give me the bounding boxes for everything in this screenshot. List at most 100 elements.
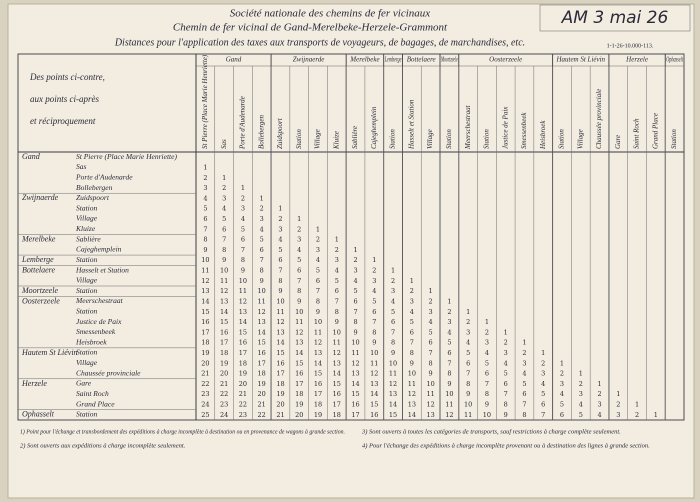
distance-cell: 3 — [260, 215, 264, 223]
column-header: Smessenbeek — [520, 112, 528, 149]
distance-cell: 1 — [335, 236, 339, 244]
distance-cell: 14 — [314, 359, 322, 367]
column-group: Herzele — [625, 56, 648, 64]
distance-cell: 18 — [314, 401, 322, 409]
distance-cell: 1 — [522, 339, 526, 347]
distance-cell: 16 — [239, 339, 247, 347]
distance-cell: 1 — [260, 194, 264, 202]
column-header: Sas — [220, 139, 228, 149]
distance-cell: 16 — [276, 359, 284, 367]
distance-cell: 19 — [276, 390, 284, 398]
distance-cell: 22 — [258, 411, 266, 419]
distance-cell: 7 — [522, 401, 526, 409]
row-stop: Kluize — [75, 224, 96, 233]
distance-cell: 1 — [579, 370, 583, 378]
distance-cell: 15 — [201, 308, 209, 316]
distance-cell: 4 — [241, 215, 245, 223]
distance-cell: 10 — [220, 267, 228, 275]
distance-cell: 12 — [389, 380, 397, 388]
distance-cell: 13 — [220, 297, 228, 305]
distance-cell: 7 — [278, 267, 282, 275]
column-header: Kluize — [332, 131, 340, 150]
distance-cell: 9 — [504, 411, 508, 419]
distance-cell: 17 — [201, 328, 209, 336]
distance-cell: 9 — [241, 267, 245, 275]
distance-cell: 13 — [295, 339, 303, 347]
distance-cell: 7 — [335, 297, 339, 305]
distance-cell: 10 — [445, 390, 453, 398]
distance-cell: 17 — [314, 390, 322, 398]
distance-cell: 1 — [203, 163, 207, 171]
distance-cell: 15 — [370, 401, 378, 409]
distance-cell: 7 — [541, 411, 545, 419]
distance-cell: 14 — [370, 390, 378, 398]
distance-cell: 2 — [316, 236, 320, 244]
distance-cell: 2 — [241, 194, 245, 202]
distance-cell: 8 — [372, 328, 376, 336]
distance-cell: 3 — [522, 359, 526, 367]
distance-cell: 2 — [616, 401, 620, 409]
distance-cell: 4 — [372, 287, 376, 295]
distance-cell: 12 — [408, 390, 416, 398]
distance-cell: 2 — [579, 380, 583, 388]
paper-sheet — [7, 3, 695, 499]
distance-cell: 4 — [504, 359, 508, 367]
row-stop: Cajeghemplein — [76, 245, 122, 254]
distance-cell: 13 — [276, 328, 284, 336]
distance-cell: 12 — [314, 339, 322, 347]
distance-cell: 14 — [276, 339, 284, 347]
distance-cell: 18 — [258, 370, 266, 378]
column-header: Meerschestraat — [464, 104, 472, 150]
distance-cell: 14 — [408, 411, 416, 419]
column-header: Village — [314, 129, 322, 149]
distance-cell: 7 — [466, 370, 470, 378]
distance-cell: 1 — [391, 267, 395, 275]
distance-cell: 3 — [241, 205, 245, 213]
distance-cell: 3 — [316, 246, 320, 254]
row-stop: St Pierre (Place Marie Henriette) — [76, 152, 177, 161]
row-stop: Gare — [76, 379, 92, 388]
row-group: Oosterzeele — [22, 296, 60, 305]
row-stop: Station — [76, 203, 98, 212]
distance-cell: 4 — [260, 225, 264, 233]
row-stop: Bollebergen — [76, 183, 113, 192]
distance-cell: 5 — [466, 349, 470, 357]
column-group: Bottelaere — [407, 56, 436, 64]
distance-cell: 6 — [504, 380, 508, 388]
distance-cell: 10 — [351, 339, 359, 347]
row-stop: Zuidspoort — [76, 193, 110, 202]
distance-cell: 23 — [201, 390, 209, 398]
distance-cell: 7 — [372, 318, 376, 326]
footnote: 2) Sont ouverts aux expéditions à charge… — [20, 442, 186, 449]
footnote: 3) Sont ouverts à toutes les catégories … — [361, 428, 621, 435]
column-header: Station — [670, 129, 678, 149]
distance-cell: 7 — [241, 246, 245, 254]
column-header: Station — [389, 129, 397, 149]
distance-cell: 5 — [372, 297, 376, 305]
row-group: Zwijnaerde — [22, 193, 59, 202]
distance-cell: 18 — [220, 349, 228, 357]
distance-cell: 21 — [258, 401, 266, 409]
distance-cell: 14 — [295, 349, 303, 357]
distance-cell: 18 — [239, 359, 247, 367]
column-header: St Pierre (Place Marie Henriette) — [201, 54, 209, 149]
distance-cell: 6 — [429, 339, 433, 347]
distance-cell: 14 — [333, 370, 341, 378]
distance-cell: 8 — [203, 236, 207, 244]
distance-cell: 12 — [220, 287, 228, 295]
distance-cell: 10 — [333, 328, 341, 336]
distance-cell: 4 — [429, 318, 433, 326]
distance-cell: 10 — [370, 349, 378, 357]
distance-cell: 5 — [297, 256, 301, 264]
distance-cell: 13 — [201, 287, 209, 295]
distance-cell: 2 — [447, 308, 451, 316]
column-header: Village — [576, 129, 584, 149]
distance-cell: 4 — [485, 349, 489, 357]
distance-cell: 3 — [485, 339, 489, 347]
row-stop: Saint Roch — [76, 389, 109, 398]
distance-cell: 2 — [466, 318, 470, 326]
distance-cell: 5 — [335, 277, 339, 285]
stamp-box — [539, 4, 691, 32]
distance-cell: 5 — [447, 339, 451, 347]
